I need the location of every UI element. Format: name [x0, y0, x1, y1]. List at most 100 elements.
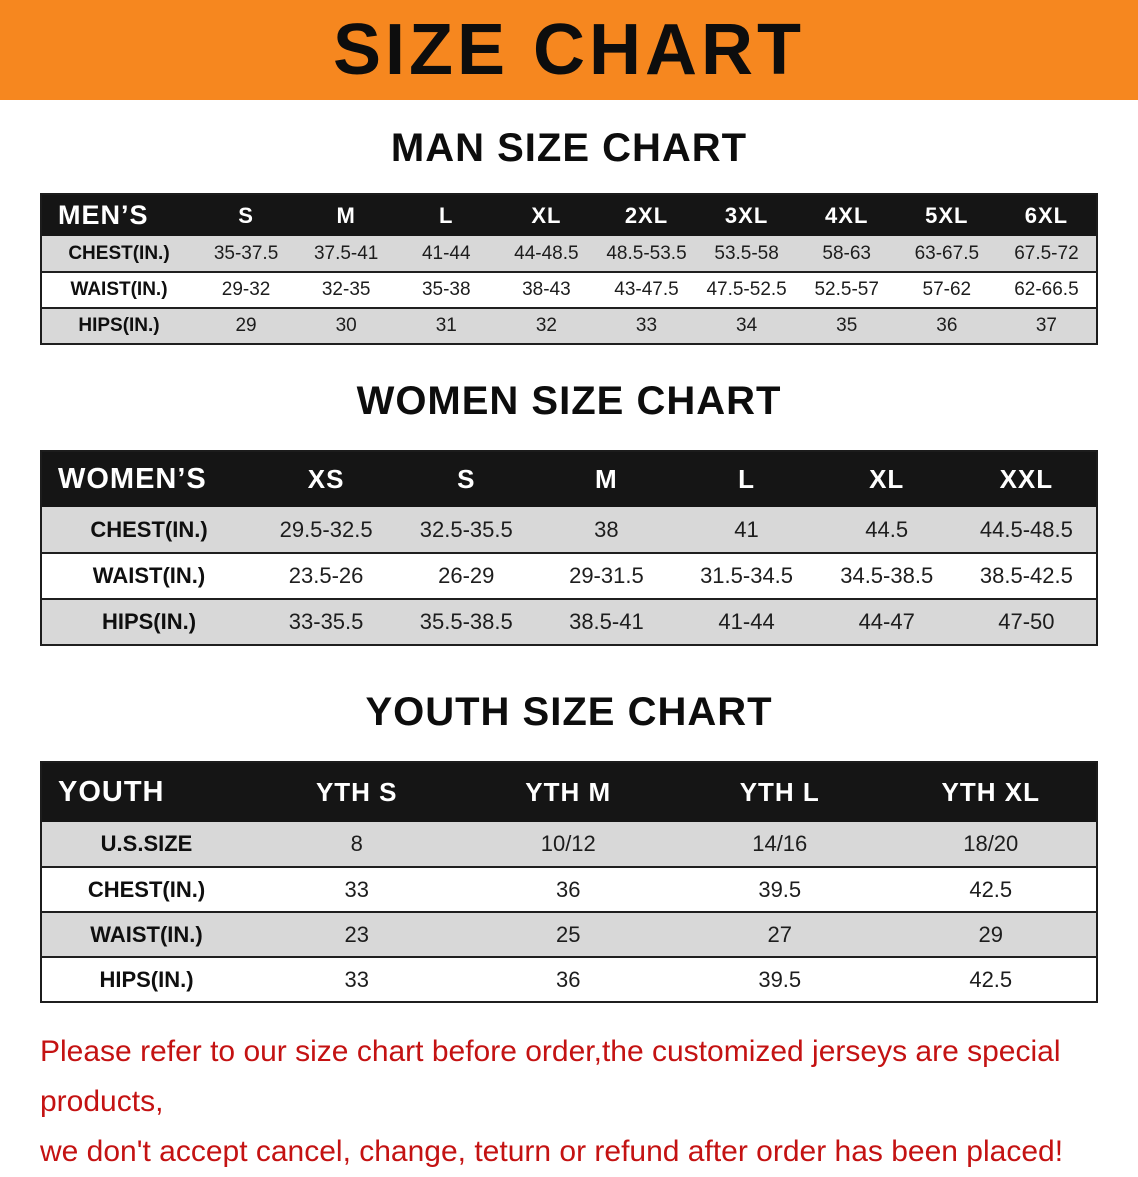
size-column-header: XL [496, 194, 597, 236]
size-column-header: 5XL [896, 194, 997, 236]
measurement-row: CHEST(IN.) 33 36 39.5 42.5 [41, 867, 1097, 913]
footer-notice: Please refer to our size chart before or… [40, 1027, 1100, 1177]
size-column-header: 3XL [696, 194, 797, 236]
row-label: HIPS(IN.) [41, 957, 251, 1003]
table-header-row: MEN’S S M L XL 2XL 3XL 4XL 5XL 6XL [41, 194, 1097, 236]
size-column-header: 6XL [996, 194, 1097, 236]
measurement-cell: 32.5-35.5 [396, 507, 537, 554]
measurement-cell: 31.5-34.5 [676, 553, 817, 600]
size-column-header: XL [816, 451, 957, 507]
measurement-cell: 29-31.5 [536, 553, 677, 600]
measurement-cell: 33-35.5 [256, 599, 397, 646]
measurement-row: HIPS(IN.) 33-35.5 35.5-38.5 38.5-41 41-44 44-… [41, 599, 1097, 646]
measurement-row: CHEST(IN.) 29.5-32.5 32.5-35.5 38 41 44.5 44.5… [41, 507, 1097, 554]
measurement-cell: 58-63 [796, 236, 897, 273]
row-label: CHEST(IN.) [41, 507, 256, 554]
measurement-cell: 29.5-32.5 [256, 507, 397, 554]
measurement-cell: 37.5-41 [296, 236, 397, 273]
measurement-cell: 35.5-38.5 [396, 599, 537, 646]
measurement-cell: 38-43 [496, 272, 597, 309]
size-column-header: L [676, 451, 817, 507]
measurement-cell: 36 [896, 308, 997, 345]
row-label: CHEST(IN.) [41, 867, 251, 913]
size-column-header: M [296, 194, 397, 236]
row-label: U.S.SIZE [41, 822, 251, 868]
measurement-cell: 41-44 [676, 599, 817, 646]
measurement-cell: 27 [674, 912, 886, 958]
size-column-header: YTH XL [885, 762, 1097, 822]
measurement-cell: 34.5-38.5 [816, 553, 957, 600]
row-label: CHEST(IN.) [41, 236, 196, 273]
measurement-cell: 29-32 [196, 272, 297, 309]
size-column-header: YTH M [462, 762, 674, 822]
size-column-header: S [396, 451, 537, 507]
table-title-cell: MEN’S [41, 194, 196, 236]
measurement-cell: 44.5 [816, 507, 957, 554]
size-table: WOMEN’S XS S M L XL XXL CHEST(IN.) 29.5-32.5 32.5… [40, 450, 1098, 646]
size-table: MEN’S S M L XL 2XL 3XL 4XL 5XL 6XL CHEST(IN.) 35-37… [40, 193, 1098, 345]
row-label: WAIST(IN.) [41, 553, 256, 600]
measurement-cell: 33 [596, 308, 697, 345]
measurement-cell: 14/16 [674, 822, 886, 868]
measurement-row: WAIST(IN.) 29-32 32-35 35-38 38-43 43-47.5 47.… [41, 272, 1097, 309]
table-title-cell: WOMEN’S [41, 451, 256, 507]
measurement-cell: 35-38 [396, 272, 497, 309]
measurement-cell: 47.5-52.5 [696, 272, 797, 309]
table-header-row: WOMEN’S XS S M L XL XXL [41, 451, 1097, 507]
table-header-row: YOUTH YTH S YTH M YTH L YTH XL [41, 762, 1097, 822]
measurement-cell: 42.5 [885, 957, 1097, 1003]
table-title-cell: YOUTH [41, 762, 251, 822]
measurement-cell: 67.5-72 [996, 236, 1097, 273]
measurement-cell: 44-48.5 [496, 236, 597, 273]
women-size-table-wrap: WOMEN’S XS S M L XL XXL CHEST(IN.) 29.5-32.5 32.5… [40, 450, 1098, 646]
measurement-row: WAIST(IN.) 23 25 27 29 [41, 912, 1097, 958]
row-label: HIPS(IN.) [41, 308, 196, 345]
measurement-cell: 10/12 [462, 822, 674, 868]
measurement-cell: 47-50 [956, 599, 1097, 646]
measurement-cell: 8 [251, 822, 463, 868]
measurement-cell: 36 [462, 957, 674, 1003]
measurement-cell: 35 [796, 308, 897, 345]
measurement-cell: 31 [396, 308, 497, 345]
measurement-cell: 62-66.5 [996, 272, 1097, 309]
row-label: WAIST(IN.) [41, 912, 251, 958]
measurement-cell: 33 [251, 957, 463, 1003]
size-column-header: S [196, 194, 297, 236]
measurement-cell: 38.5-41 [536, 599, 677, 646]
measurement-cell: 29 [196, 308, 297, 345]
measurement-cell: 23.5-26 [256, 553, 397, 600]
page-title: SIZE CHART [333, 10, 805, 90]
measurement-cell: 41-44 [396, 236, 497, 273]
measurement-cell: 39.5 [674, 867, 886, 913]
measurement-cell: 32-35 [296, 272, 397, 309]
measurement-cell: 53.5-58 [696, 236, 797, 273]
measurement-cell: 63-67.5 [896, 236, 997, 273]
size-charts: MAN SIZE CHART MEN’S S M L XL 2XL 3XL 4XL 5XL 6XL… [0, 126, 1138, 1003]
measurement-cell: 57-62 [896, 272, 997, 309]
notice-line-1: Please refer to our size chart before or… [40, 1035, 1061, 1118]
measurement-cell: 38.5-42.5 [956, 553, 1097, 600]
measurement-cell: 43-47.5 [596, 272, 697, 309]
measurement-cell: 52.5-57 [796, 272, 897, 309]
measurement-row: WAIST(IN.) 23.5-26 26-29 29-31.5 31.5-34.5 34… [41, 553, 1097, 600]
measurement-cell: 44-47 [816, 599, 957, 646]
measurement-cell: 41 [676, 507, 817, 554]
measurement-row: U.S.SIZE 8 10/12 14/16 18/20 [41, 822, 1097, 868]
measurement-cell: 42.5 [885, 867, 1097, 913]
measurement-cell: 29 [885, 912, 1097, 958]
measurement-cell: 30 [296, 308, 397, 345]
measurement-row: HIPS(IN.) 29 30 31 32 33 34 35 36 37 [41, 308, 1097, 345]
youth-size-table-wrap: YOUTH YTH S YTH M YTH L YTH XL U.S.SIZE 8 10/12… [40, 761, 1098, 1003]
section-heading-man: MAN SIZE CHART [390, 126, 748, 170]
section-heading-youth: YOUTH SIZE CHART [365, 690, 773, 734]
measurement-cell: 32 [496, 308, 597, 345]
measurement-cell: 26-29 [396, 553, 537, 600]
size-column-header: M [536, 451, 677, 507]
size-column-header: YTH S [251, 762, 463, 822]
measurement-cell: 36 [462, 867, 674, 913]
row-label: WAIST(IN.) [41, 272, 196, 309]
measurement-cell: 34 [696, 308, 797, 345]
measurement-cell: 37 [996, 308, 1097, 345]
size-column-header: 4XL [796, 194, 897, 236]
